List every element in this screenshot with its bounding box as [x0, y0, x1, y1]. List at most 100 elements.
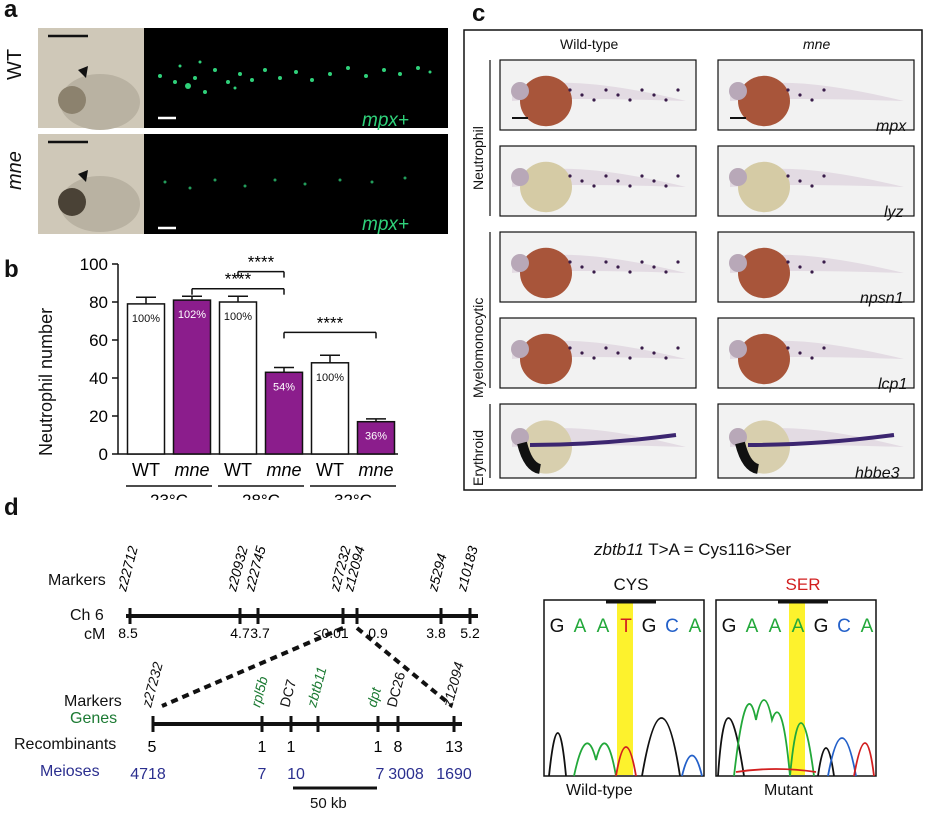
stained-cell	[798, 93, 802, 97]
col-header-wildtype: Wild-type	[560, 36, 619, 52]
stained-cell	[592, 98, 596, 102]
cm-value: 5.2	[460, 625, 480, 641]
stained-cell	[640, 174, 644, 178]
mut-caption: Mutant	[764, 782, 813, 799]
marker-label: z22712	[113, 544, 141, 594]
embryo-yolk	[520, 75, 572, 127]
stained-cell	[604, 346, 608, 350]
y-tick-label: 0	[99, 445, 108, 464]
stained-cell	[676, 174, 680, 178]
marker-label: z10183	[453, 544, 481, 594]
embryo-eye	[729, 428, 747, 446]
gene-label: dpt	[363, 685, 384, 709]
base-call: A	[574, 616, 587, 637]
stained-cell	[568, 260, 572, 264]
panel-a-label: a	[4, 0, 18, 23]
recombinant-count: 5	[148, 739, 157, 756]
stained-cell	[822, 260, 826, 264]
trace	[735, 742, 875, 777]
stained-cell	[810, 184, 814, 188]
sequence-title-gene: zbtb11	[594, 540, 644, 559]
cm-value: 0.9	[368, 625, 388, 641]
base-call: A	[597, 616, 610, 637]
panel-d-label: d	[4, 494, 19, 521]
meioses-label: Meioses	[40, 763, 100, 780]
stained-cell	[640, 88, 644, 92]
percent-label: 100%	[316, 372, 344, 384]
embryo-yolk	[738, 333, 790, 385]
hbbe3-stain	[747, 433, 895, 447]
bar	[218, 301, 258, 455]
stained-cell	[568, 88, 572, 92]
stained-cell	[592, 184, 596, 188]
stained-cell	[604, 260, 608, 264]
base-call: A	[769, 616, 782, 637]
stained-cell	[822, 88, 826, 92]
recombinant-count: 13	[445, 739, 463, 756]
group-label: 28°C	[242, 491, 280, 500]
y-tick-label: 100	[80, 255, 108, 274]
wt-mpx-dots	[158, 60, 432, 94]
hbbe3-stain	[529, 433, 677, 447]
genes-label: Genes	[70, 710, 118, 727]
base-call: T	[620, 616, 632, 637]
base-call: G	[722, 616, 737, 637]
codon-label: SER	[786, 575, 821, 594]
stained-cell	[652, 93, 656, 97]
trace	[548, 717, 681, 777]
highlight-column	[789, 601, 805, 775]
stained-cell	[676, 260, 680, 264]
embryo-yolk	[738, 247, 790, 299]
y-tick-label: 40	[89, 369, 108, 388]
stained-cell	[616, 351, 620, 355]
stained-cell	[628, 270, 632, 274]
stained-cell	[604, 174, 608, 178]
percent-label: 36%	[365, 431, 387, 443]
stained-cell	[786, 346, 790, 350]
meioses-count: 1690	[436, 766, 472, 783]
stained-cell	[628, 98, 632, 102]
meioses-count: 3008	[388, 766, 424, 783]
stained-cell	[786, 88, 790, 92]
zoom-line-left	[161, 626, 344, 708]
probe-npsn1: npsn1	[860, 290, 904, 307]
row-label-mne: mne	[4, 151, 26, 190]
x-tick-label: WT	[316, 460, 344, 480]
stained-cell	[580, 179, 584, 183]
trace	[681, 754, 703, 777]
percent-label: 102%	[178, 309, 206, 321]
stained-cell	[810, 270, 814, 274]
stained-cell	[786, 260, 790, 264]
stained-cell	[640, 260, 644, 264]
bar	[264, 371, 304, 455]
markers-label: Markers	[48, 572, 106, 589]
stained-cell	[786, 174, 790, 178]
cm-value: 8.5	[118, 625, 138, 641]
stained-cell	[798, 179, 802, 183]
stained-cell	[798, 351, 802, 355]
stained-cell	[616, 265, 620, 269]
trace	[733, 699, 815, 777]
embryo-eye	[729, 254, 747, 272]
recombinant-count: 1	[287, 739, 296, 756]
y-tick-label: 20	[89, 407, 108, 426]
probe-lcp1: lcp1	[878, 376, 908, 393]
stained-cell	[798, 265, 802, 269]
x-tick-label: mne	[174, 460, 209, 480]
chromosome-label: Ch 6	[70, 607, 104, 624]
hbbe3-heart	[517, 441, 542, 474]
base-call: G	[550, 616, 565, 637]
x-tick-label: mne	[358, 460, 393, 480]
sequence-title: zbtb11 T>A = Cys116>Ser	[594, 540, 791, 560]
base-call: A	[792, 616, 805, 637]
stained-cell	[652, 351, 656, 355]
embryo-eye	[729, 340, 747, 358]
stained-cell	[628, 356, 632, 360]
bar	[172, 299, 212, 455]
marker-label: z5294	[424, 552, 450, 594]
stained-cell	[604, 88, 608, 92]
bar	[310, 362, 350, 455]
cm-value: 3.8	[426, 625, 446, 641]
bar	[126, 303, 166, 455]
